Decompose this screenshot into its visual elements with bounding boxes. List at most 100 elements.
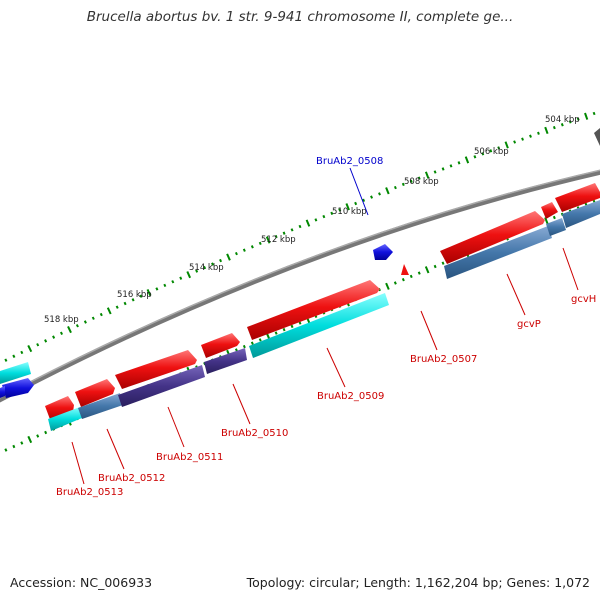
scale-minor-tick — [123, 301, 127, 306]
scale-minor-tick — [314, 218, 318, 222]
gene-left-small-blue[interactable] — [0, 386, 5, 398]
scale-minor-tick — [433, 264, 437, 269]
reverse-strand-genes — [0, 200, 600, 431]
scale-minor-tick — [12, 444, 16, 449]
scale-minor-tick — [139, 294, 143, 298]
scale-minor-tick — [322, 214, 326, 219]
gene-left-teal-reverse[interactable] — [0, 362, 31, 384]
scale-label-508: 508 kbp — [404, 177, 439, 187]
chromosome-backbone — [0, 169, 600, 403]
scale-minor-tick — [234, 251, 238, 256]
label-bruab2-0513[interactable]: BruAb2_0513 — [56, 487, 123, 498]
scale-minor-tick — [497, 146, 501, 150]
scale-minor-tick — [195, 269, 199, 273]
scale-minor-tick — [417, 176, 421, 180]
gene-bruab2-0509-forward[interactable] — [247, 280, 380, 340]
scale-minor-tick — [250, 245, 254, 249]
scale-minor-tick — [529, 134, 532, 138]
scale-minor-tick — [393, 185, 397, 190]
scale-major-tick — [27, 344, 33, 353]
scale-minor-tick — [521, 137, 524, 141]
scale-major-tick — [584, 112, 589, 120]
gene-bruab2-0513-forward[interactable] — [45, 396, 74, 422]
scale-minor-tick — [155, 287, 159, 291]
scale-minor-tick — [576, 117, 580, 121]
scale-minor-tick — [473, 155, 477, 159]
gene-bruab2-0510-forward[interactable] — [201, 333, 240, 358]
gene-gcvp-forward[interactable] — [440, 211, 545, 264]
gene-gcvh-forward[interactable] — [541, 202, 558, 219]
gene-right-edge-gray — [594, 128, 600, 146]
scale-minor-tick — [179, 276, 183, 280]
label-bruab2-0508[interactable]: BruAb2_0508 — [316, 156, 383, 167]
scale-minor-tick — [258, 338, 262, 342]
scale-minor-tick — [298, 224, 302, 229]
gene-bruab2-0511-reverse[interactable] — [118, 365, 205, 407]
scale-minor-tick — [242, 344, 246, 349]
scale-minor-tick — [409, 179, 413, 183]
topology-summary: Topology: circular; Length: 1,162,204 bp… — [246, 575, 590, 590]
scale-minor-tick — [274, 234, 278, 239]
scale-label-504: 504 kbp — [545, 115, 580, 125]
gene-left-blue-forward[interactable] — [2, 378, 34, 398]
map-title: Brucella abortus bv. 1 str. 9-941 chromo… — [86, 9, 514, 25]
gene-bruab2-0512-forward[interactable] — [75, 379, 115, 407]
label-bruab2-0511[interactable]: BruAb2_0511 — [156, 452, 223, 463]
scale-minor-tick — [44, 430, 48, 435]
scale-minor-tick — [44, 339, 48, 343]
scale-minor-tick — [298, 321, 302, 325]
scale-label-510: 510 kbp — [332, 207, 367, 217]
gene-labels: BruAb2_0508 gcvP gcvH BruAb2_0507 BruAb2… — [56, 156, 596, 498]
scale-minor-tick — [409, 274, 413, 279]
scale-major-tick — [186, 271, 192, 279]
label-gcvp[interactable]: gcvP — [517, 319, 541, 330]
scale-minor-tick — [36, 343, 40, 347]
scale-minor-tick — [258, 241, 262, 246]
scale-major-tick — [226, 253, 231, 261]
gene-bruab2-0512-reverse[interactable] — [78, 393, 123, 419]
gene-bruab2-0510-reverse[interactable] — [204, 348, 247, 374]
scale-label-512: 512 kbp — [261, 235, 296, 245]
scale-major-tick — [305, 219, 311, 227]
gene-bruab2-0513-reverse[interactable] — [48, 407, 82, 431]
scale-major-tick — [146, 288, 152, 297]
scale-minor-tick — [99, 312, 103, 317]
gene-bruab2-0509-reverse[interactable] — [249, 293, 389, 358]
scale-major-tick — [424, 266, 430, 274]
scale-minor-tick — [75, 324, 79, 328]
label-bruab2-0507[interactable]: BruAb2_0507 — [410, 354, 477, 365]
scale-minor-tick — [274, 331, 278, 335]
gene-bruab2-0511-forward[interactable] — [115, 350, 197, 389]
gene-bruab2-0508-forward[interactable] — [373, 244, 393, 260]
outer-scale-ticks — [4, 111, 596, 362]
scale-minor-tick — [481, 152, 485, 156]
scale-major-tick — [504, 141, 509, 149]
gene-gcvh-reverse[interactable] — [546, 218, 566, 236]
scale-major-tick — [385, 282, 390, 290]
scale-minor-tick — [362, 198, 366, 202]
scale-labels: 504 kbp 506 kbp 508 kbp 510 kbp 512 kbp … — [44, 115, 580, 325]
scale-minor-tick — [203, 265, 207, 270]
scale-label-518: 518 kbp — [44, 315, 79, 325]
scale-minor-tick — [131, 298, 135, 302]
label-bruab2-0510[interactable]: BruAb2_0510 — [221, 428, 288, 439]
scale-minor-tick — [401, 182, 405, 187]
scale-minor-tick — [282, 231, 286, 235]
label-bruab2-0509[interactable]: BruAb2_0509 — [317, 391, 384, 402]
scale-minor-tick — [441, 261, 445, 265]
label-gcvh[interactable]: gcvH — [571, 294, 596, 305]
scale-minor-tick — [83, 320, 87, 324]
gene-next-forward[interactable] — [555, 183, 600, 212]
scale-major-tick — [27, 435, 33, 444]
scale-minor-tick — [52, 335, 56, 339]
scale-minor-tick — [449, 164, 453, 168]
gene-next-reverse[interactable] — [562, 200, 600, 228]
gene-gcvp-reverse[interactable] — [444, 226, 552, 279]
gene-bruab2-0507-marker[interactable] — [401, 264, 409, 275]
scale-major-tick — [265, 236, 271, 244]
scale-minor-tick — [489, 149, 493, 153]
scale-minor-tick — [441, 167, 445, 171]
label-bruab2-0512[interactable]: BruAb2_0512 — [98, 473, 165, 484]
scale-minor-tick — [560, 123, 564, 127]
